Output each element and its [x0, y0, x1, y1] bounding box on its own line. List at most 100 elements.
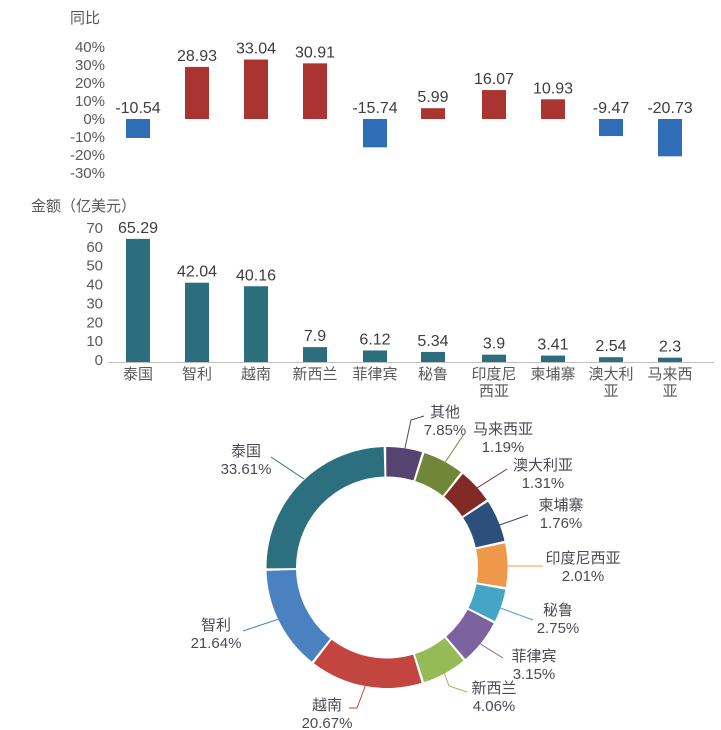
donut-label-pct: 4.06%	[473, 698, 516, 715]
donut-label-pct: 1.76%	[540, 515, 583, 532]
yoy-value-label: 16.07	[474, 71, 514, 88]
yoy-bar-chart: 40%30%20%10%0%-10%-20%-30% -10.54 28.93 33.…	[70, 39, 693, 182]
donut-slice-2	[444, 473, 487, 517]
donut-leader-line-2	[476, 468, 508, 489]
yoy-value-label: 28.93	[177, 48, 217, 65]
yoy-bar-9	[658, 119, 682, 157]
donut-slice-8	[313, 639, 422, 689]
donut-label-name: 印度尼西亚	[545, 550, 620, 567]
yoy-bar-2	[244, 59, 268, 119]
donut-label-pct: 1.19%	[482, 439, 525, 456]
yoy-chart-title: 同比	[70, 10, 101, 27]
donut-label-name: 越南	[312, 697, 342, 714]
amount-bar-6	[482, 354, 506, 362]
amount-value-label: 65.29	[118, 220, 158, 237]
amount-chart-title: 金额（亿美元）	[31, 198, 137, 215]
amount-ytick: 20	[86, 314, 103, 331]
yoy-bar-3	[303, 63, 327, 119]
amount-ytick: 40	[86, 277, 103, 294]
amount-category-label: 马来西	[647, 366, 692, 383]
amount-value-label: 7.9	[304, 328, 326, 345]
yoy-ytick: 40%	[75, 39, 105, 56]
donut-label-name: 秘鲁	[543, 602, 573, 619]
donut-leader-line-8	[349, 683, 367, 709]
yoy-ytick: 10%	[75, 93, 105, 110]
amount-category-label: 菲律宾	[352, 366, 397, 383]
amount-ytick: 70	[86, 220, 103, 237]
donut-slice-1	[415, 452, 461, 496]
yoy-bar-5	[421, 108, 445, 119]
amount-value-label: 2.3	[659, 339, 681, 356]
amount-category-label: 印度尼	[471, 366, 516, 383]
donut-label-name: 澳大利亚	[513, 457, 573, 474]
amount-ytick: 50	[86, 258, 103, 275]
donut-label-pct: 7.85%	[424, 422, 467, 439]
donut-slice-10	[266, 447, 385, 569]
amount-category-label: 亚	[603, 383, 618, 400]
amount-category-label: 西亚	[479, 383, 509, 400]
yoy-value-label: 30.91	[295, 44, 335, 61]
amount-category-label: 柬埔寨	[530, 365, 575, 383]
amount-bar-1	[185, 282, 209, 362]
donut-label-name: 新西兰	[471, 680, 516, 697]
amount-bar-0	[126, 238, 150, 362]
amount-ytick: 0	[95, 352, 103, 369]
yoy-ytick: -30%	[70, 165, 105, 182]
amount-bar-4	[363, 350, 387, 362]
amount-value-label: 6.12	[359, 331, 390, 348]
donut-label-pct: 21.64%	[191, 635, 242, 652]
donut-slice-5	[468, 584, 506, 622]
amount-value-label: 3.41	[537, 337, 568, 354]
amount-value-label: 40.16	[236, 267, 276, 284]
donut-label-pct: 2.01%	[562, 568, 605, 585]
amount-bar-3	[303, 347, 327, 362]
donut-leader-line-9	[242, 617, 283, 632]
donut-leader-line-1	[443, 433, 465, 465]
yoy-value-label: -15.74	[352, 100, 397, 117]
yoy-ytick: 0%	[83, 111, 105, 128]
amount-category-label: 新西兰	[292, 366, 337, 383]
donut-slice-4	[476, 543, 508, 588]
yoy-ytick: 20%	[75, 75, 105, 92]
amount-ytick: 10	[86, 333, 103, 350]
donut-label-name: 智利	[201, 616, 231, 634]
yoy-value-label: 5.99	[417, 89, 448, 106]
donut-label-pct: 33.61%	[221, 461, 272, 478]
amount-bar-9	[658, 357, 682, 362]
donut-slice-3	[463, 501, 505, 548]
donut-slice-0	[386, 446, 423, 481]
yoy-value-label: -9.47	[593, 100, 630, 117]
amount-bar-5	[421, 351, 445, 362]
amount-ytick: 60	[86, 239, 103, 256]
yoy-ytick: 30%	[75, 57, 105, 74]
amount-category-label: 越南	[241, 366, 271, 383]
yoy-ytick: -20%	[70, 147, 105, 164]
amount-ytick: 30	[86, 295, 103, 312]
donut-slice-9	[266, 570, 331, 662]
donut-label-name: 柬埔寨	[538, 496, 583, 514]
yoy-bar-7	[541, 99, 565, 119]
amount-category-label: 澳大利	[588, 366, 633, 383]
donut-label-name: 其他	[430, 404, 460, 421]
amount-bar-8	[599, 357, 623, 362]
yoy-bar-6	[482, 90, 506, 119]
amount-bar-2	[244, 286, 268, 362]
amount-category-label: 智利	[182, 365, 212, 383]
donut-label-name: 菲律宾	[511, 648, 556, 665]
yoy-value-label: -20.73	[647, 100, 692, 117]
amount-value-label: 2.54	[595, 338, 626, 355]
yoy-value-label: 33.04	[236, 41, 276, 58]
amount-category-label: 亚	[662, 383, 677, 400]
donut-leader-line-10	[270, 456, 305, 480]
share-donut-chart: 其他7.85% 马来西亚1.19%澳大利亚1.31%柬埔寨1.76%印度尼西亚2.…	[191, 404, 621, 730]
donut-leader-line-3	[493, 514, 529, 528]
donut-slice-7	[414, 637, 464, 683]
amount-value-label: 3.9	[483, 336, 505, 353]
donut-slice-6	[446, 609, 494, 659]
yoy-bar-4	[363, 119, 387, 148]
amount-category-label: 泰国	[123, 366, 153, 383]
yoy-value-label: 10.93	[533, 80, 573, 97]
